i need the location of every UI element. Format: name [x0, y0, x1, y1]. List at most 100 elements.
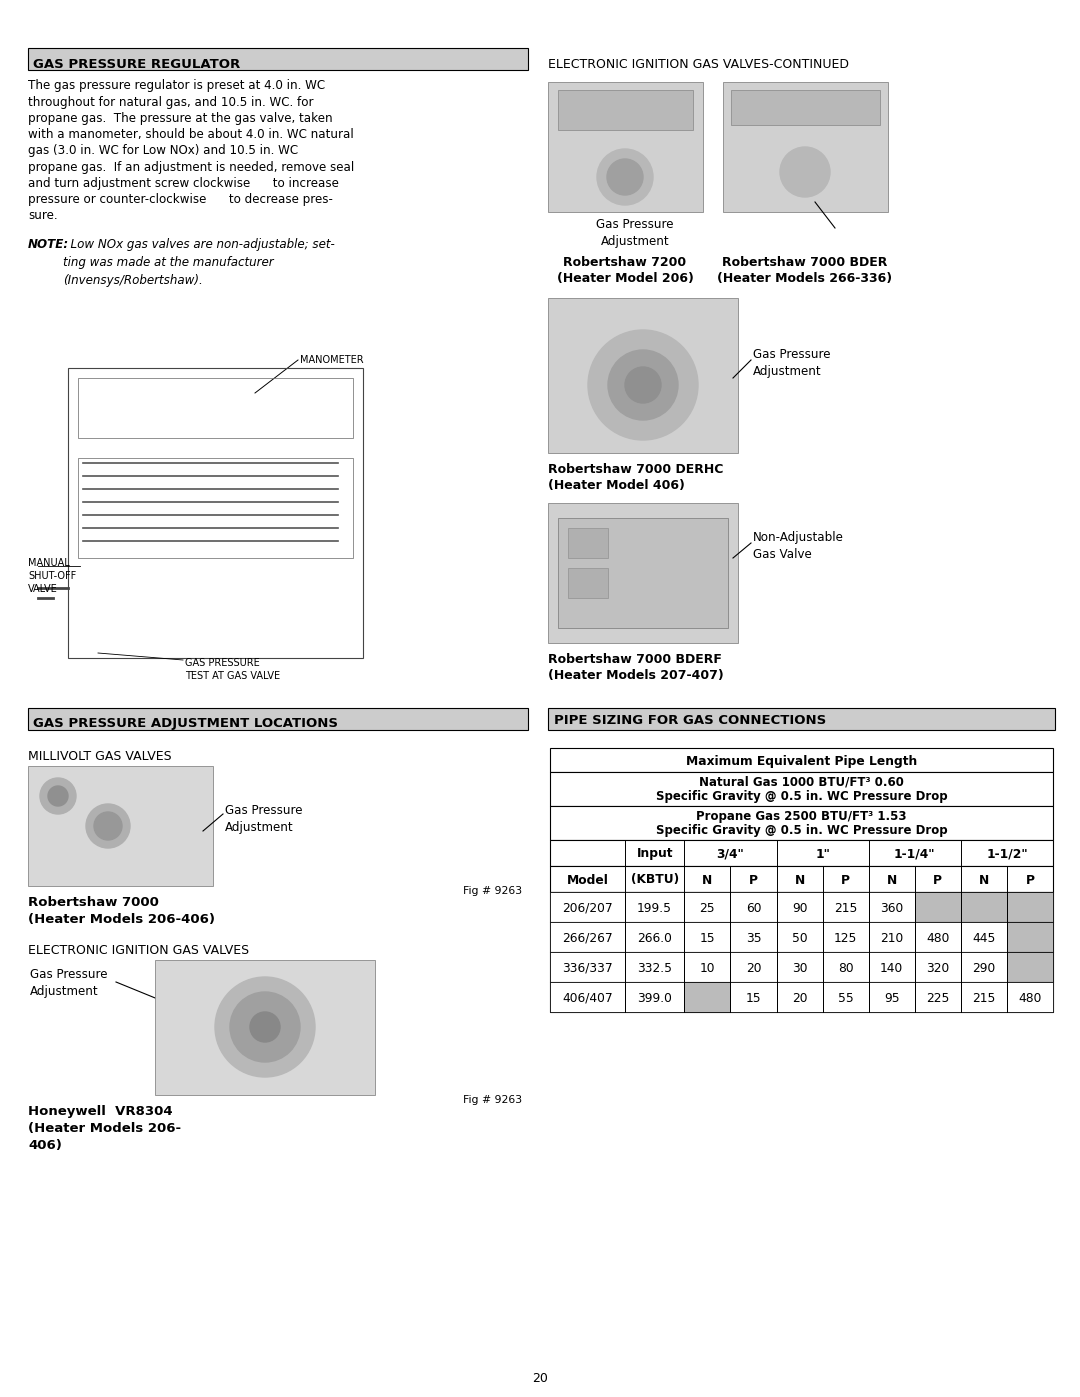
Bar	[730, 922, 777, 951]
Circle shape	[40, 778, 76, 814]
Text: 1": 1"	[815, 848, 831, 861]
Text: (Heater Models 206-406): (Heater Models 206-406)	[28, 914, 215, 926]
Text: (KBTU): (KBTU)	[631, 873, 678, 887]
Text: Robertshaw 7000 BDER: Robertshaw 7000 BDER	[723, 256, 888, 270]
Bar	[915, 982, 961, 1011]
Circle shape	[625, 367, 661, 402]
Text: Natural Gas 1000 BTU/FT³ 0.60: Natural Gas 1000 BTU/FT³ 0.60	[699, 775, 904, 789]
Bar	[548, 503, 738, 643]
Text: Propane Gas 2500 BTU/FT³ 1.53: Propane Gas 2500 BTU/FT³ 1.53	[697, 810, 907, 823]
Circle shape	[94, 812, 122, 840]
Text: The gas pressure regulator is preset at 4.0 in. WC: The gas pressure regulator is preset at …	[28, 80, 325, 92]
Bar	[823, 922, 868, 951]
Text: Non-Adjustable
Gas Valve: Non-Adjustable Gas Valve	[753, 531, 843, 562]
Text: 60: 60	[745, 901, 761, 915]
Bar	[868, 922, 915, 951]
Text: (Heater Model 206): (Heater Model 206)	[556, 272, 693, 285]
Bar	[548, 298, 738, 453]
Text: MANOMETER: MANOMETER	[300, 355, 364, 365]
Bar	[28, 766, 213, 886]
Bar	[1007, 893, 1053, 922]
Bar	[625, 893, 685, 922]
Bar	[1007, 922, 1053, 951]
Bar	[685, 951, 730, 982]
Text: gas (3.0 in. WC for Low NOx) and 10.5 in. WC: gas (3.0 in. WC for Low NOx) and 10.5 in…	[28, 144, 298, 158]
Text: 480: 480	[927, 932, 949, 944]
Text: Model: Model	[567, 873, 608, 887]
Bar	[550, 806, 1053, 840]
Bar	[558, 89, 693, 130]
Text: Maximum Equivalent Pipe Length: Maximum Equivalent Pipe Length	[686, 754, 917, 767]
Text: MILLIVOLT GAS VALVES: MILLIVOLT GAS VALVES	[28, 750, 172, 763]
Text: Fig # 9263: Fig # 9263	[463, 886, 522, 895]
Text: ELECTRONIC IGNITION GAS VALVES: ELECTRONIC IGNITION GAS VALVES	[28, 943, 249, 957]
Bar	[823, 951, 868, 982]
Bar	[550, 866, 1053, 893]
Text: 199.5: 199.5	[637, 901, 672, 915]
Text: 1-1/4": 1-1/4"	[894, 848, 935, 861]
Text: ELECTRONIC IGNITION GAS VALVES-CONTINUED: ELECTRONIC IGNITION GAS VALVES-CONTINUED	[548, 57, 849, 70]
Bar	[78, 379, 353, 439]
Text: P: P	[933, 873, 942, 887]
Text: Low NOx gas valves are non-adjustable; set-
ting was made at the manufacturer
(I: Low NOx gas valves are non-adjustable; s…	[63, 237, 335, 286]
Bar	[78, 458, 353, 557]
Text: 20: 20	[532, 1372, 548, 1384]
Text: pressure or counter-clockwise      to decrease pres-: pressure or counter-clockwise to decreas…	[28, 193, 333, 205]
Bar	[558, 518, 728, 629]
Bar	[961, 893, 1007, 922]
Circle shape	[230, 992, 300, 1062]
Text: 225: 225	[927, 992, 949, 1004]
Text: Gas Pressure
Adjustment: Gas Pressure Adjustment	[753, 348, 831, 379]
Text: 266.0: 266.0	[637, 932, 672, 944]
Bar	[550, 893, 1053, 922]
Bar	[550, 747, 1053, 773]
Bar	[568, 528, 608, 557]
Text: Robertshaw 7000 DERHC: Robertshaw 7000 DERHC	[548, 462, 724, 476]
Bar	[550, 840, 1053, 866]
Circle shape	[215, 977, 315, 1077]
Bar	[625, 951, 685, 982]
Bar	[730, 982, 777, 1011]
Bar	[1007, 982, 1053, 1011]
Text: Robertshaw 7000: Robertshaw 7000	[28, 895, 159, 909]
Bar	[723, 82, 888, 212]
Text: GAS PRESSURE ADJUSTMENT LOCATIONS: GAS PRESSURE ADJUSTMENT LOCATIONS	[33, 718, 338, 731]
Text: Specific Gravity @ 0.5 in. WC Pressure Drop: Specific Gravity @ 0.5 in. WC Pressure D…	[656, 824, 947, 837]
Bar	[731, 89, 880, 124]
Text: Robertshaw 7000 BDERF: Robertshaw 7000 BDERF	[548, 652, 721, 666]
Text: 55: 55	[838, 992, 853, 1004]
Text: and turn adjustment screw clockwise      to increase: and turn adjustment screw clockwise to i…	[28, 176, 339, 190]
Bar	[685, 982, 730, 1011]
Text: 445: 445	[972, 932, 996, 944]
Text: 336/337: 336/337	[563, 961, 612, 975]
Text: 80: 80	[838, 961, 853, 975]
Bar	[777, 893, 823, 922]
Bar	[685, 922, 730, 951]
Bar	[823, 982, 868, 1011]
Bar	[777, 951, 823, 982]
Bar	[625, 982, 685, 1011]
Text: (Heater Models 266-336): (Heater Models 266-336)	[717, 272, 892, 285]
Text: throughout for natural gas, and 10.5 in. WC. for: throughout for natural gas, and 10.5 in.…	[28, 96, 313, 109]
Bar	[550, 982, 625, 1011]
Text: 30: 30	[792, 961, 808, 975]
Text: 406): 406)	[28, 1139, 62, 1153]
Text: 320: 320	[927, 961, 949, 975]
Text: Gas Pressure
Adjustment: Gas Pressure Adjustment	[225, 805, 302, 834]
Text: 399.0: 399.0	[637, 992, 672, 1004]
Text: P: P	[841, 873, 850, 887]
Text: 215: 215	[972, 992, 996, 1004]
Text: N: N	[795, 873, 805, 887]
Text: N: N	[978, 873, 989, 887]
Text: PIPE SIZING FOR GAS CONNECTIONS: PIPE SIZING FOR GAS CONNECTIONS	[554, 714, 826, 728]
Text: 35: 35	[745, 932, 761, 944]
Bar	[550, 951, 625, 982]
Text: Robertshaw 7200: Robertshaw 7200	[564, 256, 687, 270]
Text: 15: 15	[745, 992, 761, 1004]
Bar	[961, 922, 1007, 951]
Bar	[868, 893, 915, 922]
Text: 125: 125	[834, 932, 858, 944]
Bar	[156, 960, 375, 1095]
Text: 95: 95	[883, 992, 900, 1004]
Text: N: N	[702, 873, 713, 887]
